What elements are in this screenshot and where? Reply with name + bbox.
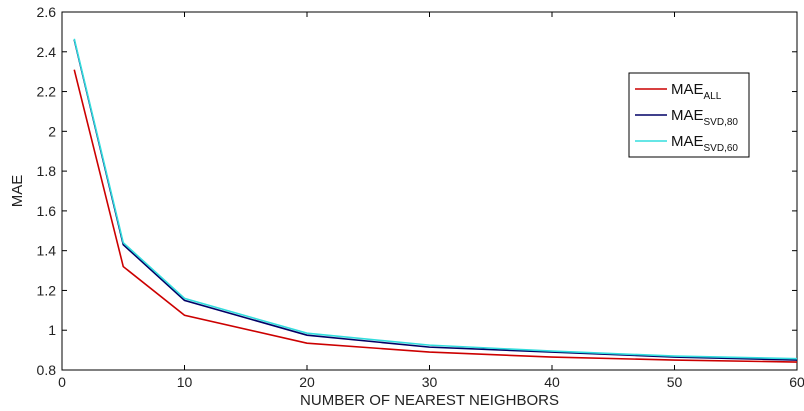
y-tick-label: 1.6 — [37, 203, 57, 219]
series-line-svd-60 — [73, 38, 798, 360]
series-line-all — [73, 69, 798, 363]
y-tick-label: 1.2 — [37, 282, 57, 298]
series-layer — [73, 38, 798, 363]
legend-label: MAEALL — [671, 81, 722, 102]
y-tick-label: 2 — [48, 123, 56, 139]
x-tick-label: 30 — [422, 374, 438, 390]
x-axis-title: NUMBER OF NEAREST NEIGHBORS — [300, 392, 559, 409]
legend: MAEALL MAESVD,80 MAESVD,60 — [628, 72, 750, 158]
y-tick-label: 1.8 — [37, 163, 57, 179]
x-tick-label: 20 — [299, 374, 315, 390]
plot-area — [61, 11, 798, 371]
y-tick-label: 2.6 — [37, 4, 57, 20]
y-tick-label: 2.2 — [37, 84, 57, 100]
y-tick-label: 1 — [48, 322, 56, 338]
legend-label: MAESVD,60 — [671, 133, 738, 154]
y-tick-label: 1.4 — [37, 243, 57, 259]
y-tick-label: 0.8 — [37, 362, 57, 378]
x-tick-label: 10 — [177, 374, 193, 390]
x-tick-label: 50 — [667, 374, 683, 390]
y-tick-label: 2.4 — [37, 44, 57, 60]
x-tick-label: 40 — [544, 374, 560, 390]
x-tick-label: 60 — [789, 374, 804, 390]
x-tick-label: 0 — [58, 374, 66, 390]
y-axis-title: MAE — [9, 175, 26, 208]
series-line-svd-80 — [73, 39, 798, 361]
legend-label: MAESVD,80 — [671, 107, 738, 128]
axes-layer: 0 10 20 30 40 50 60 0.8 1 1.2 1.4 1.6 1.8 2 2.2 2.4 2.6 — [37, 4, 804, 390]
